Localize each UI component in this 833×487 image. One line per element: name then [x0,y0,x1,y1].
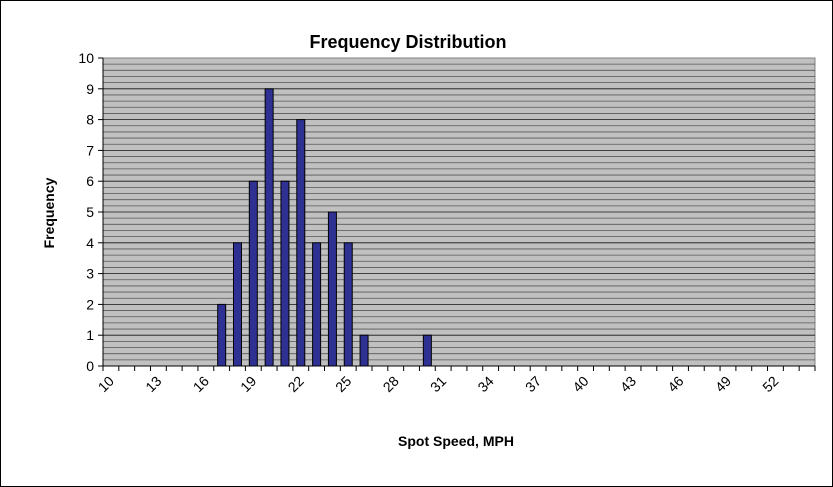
x-tick-label: 40 [569,373,591,395]
y-axis-title: Frequency [41,177,57,248]
y-tick-label: 9 [86,81,94,97]
x-tick-label: 46 [664,373,686,395]
x-axis-title: Spot Speed, MPH [398,433,514,449]
bar [217,303,227,367]
x-tick-label: 10 [95,373,117,395]
x-tick-label: 19 [237,373,259,395]
x-tick-label: 43 [617,373,639,395]
x-tick-label: 49 [712,373,734,395]
y-tick-label: 6 [86,173,94,189]
y-tick-label: 2 [86,296,94,312]
bar [296,119,306,367]
x-tick-label: 31 [427,373,449,395]
x-tick-label: 25 [332,373,354,395]
x-tick-label: 37 [522,373,544,395]
bar [264,88,274,367]
x-tick-label: 52 [759,373,781,395]
x-tick-label: 16 [190,373,212,395]
y-tick-label: 8 [86,112,94,128]
x-tick-label: 34 [474,373,496,395]
y-tick-label: 0 [86,358,94,374]
bar [359,334,369,367]
x-tick-label: 28 [380,373,402,395]
y-tick-label: 7 [86,142,94,158]
bar [280,180,290,367]
bar [248,180,258,367]
y-tick-label: 3 [86,266,94,282]
y-tick-label: 4 [86,235,94,251]
y-tick-label: 1 [86,327,94,343]
bar [312,242,322,367]
y-tick-label: 10 [78,50,94,66]
bar [232,242,242,367]
bar [422,334,432,367]
x-tick-label: 22 [285,373,307,395]
chart-title: Frequency Distribution [309,32,506,52]
bar [327,211,337,367]
x-tick-label: 13 [142,373,164,395]
y-tick-label: 5 [86,204,94,220]
bar [343,242,353,367]
